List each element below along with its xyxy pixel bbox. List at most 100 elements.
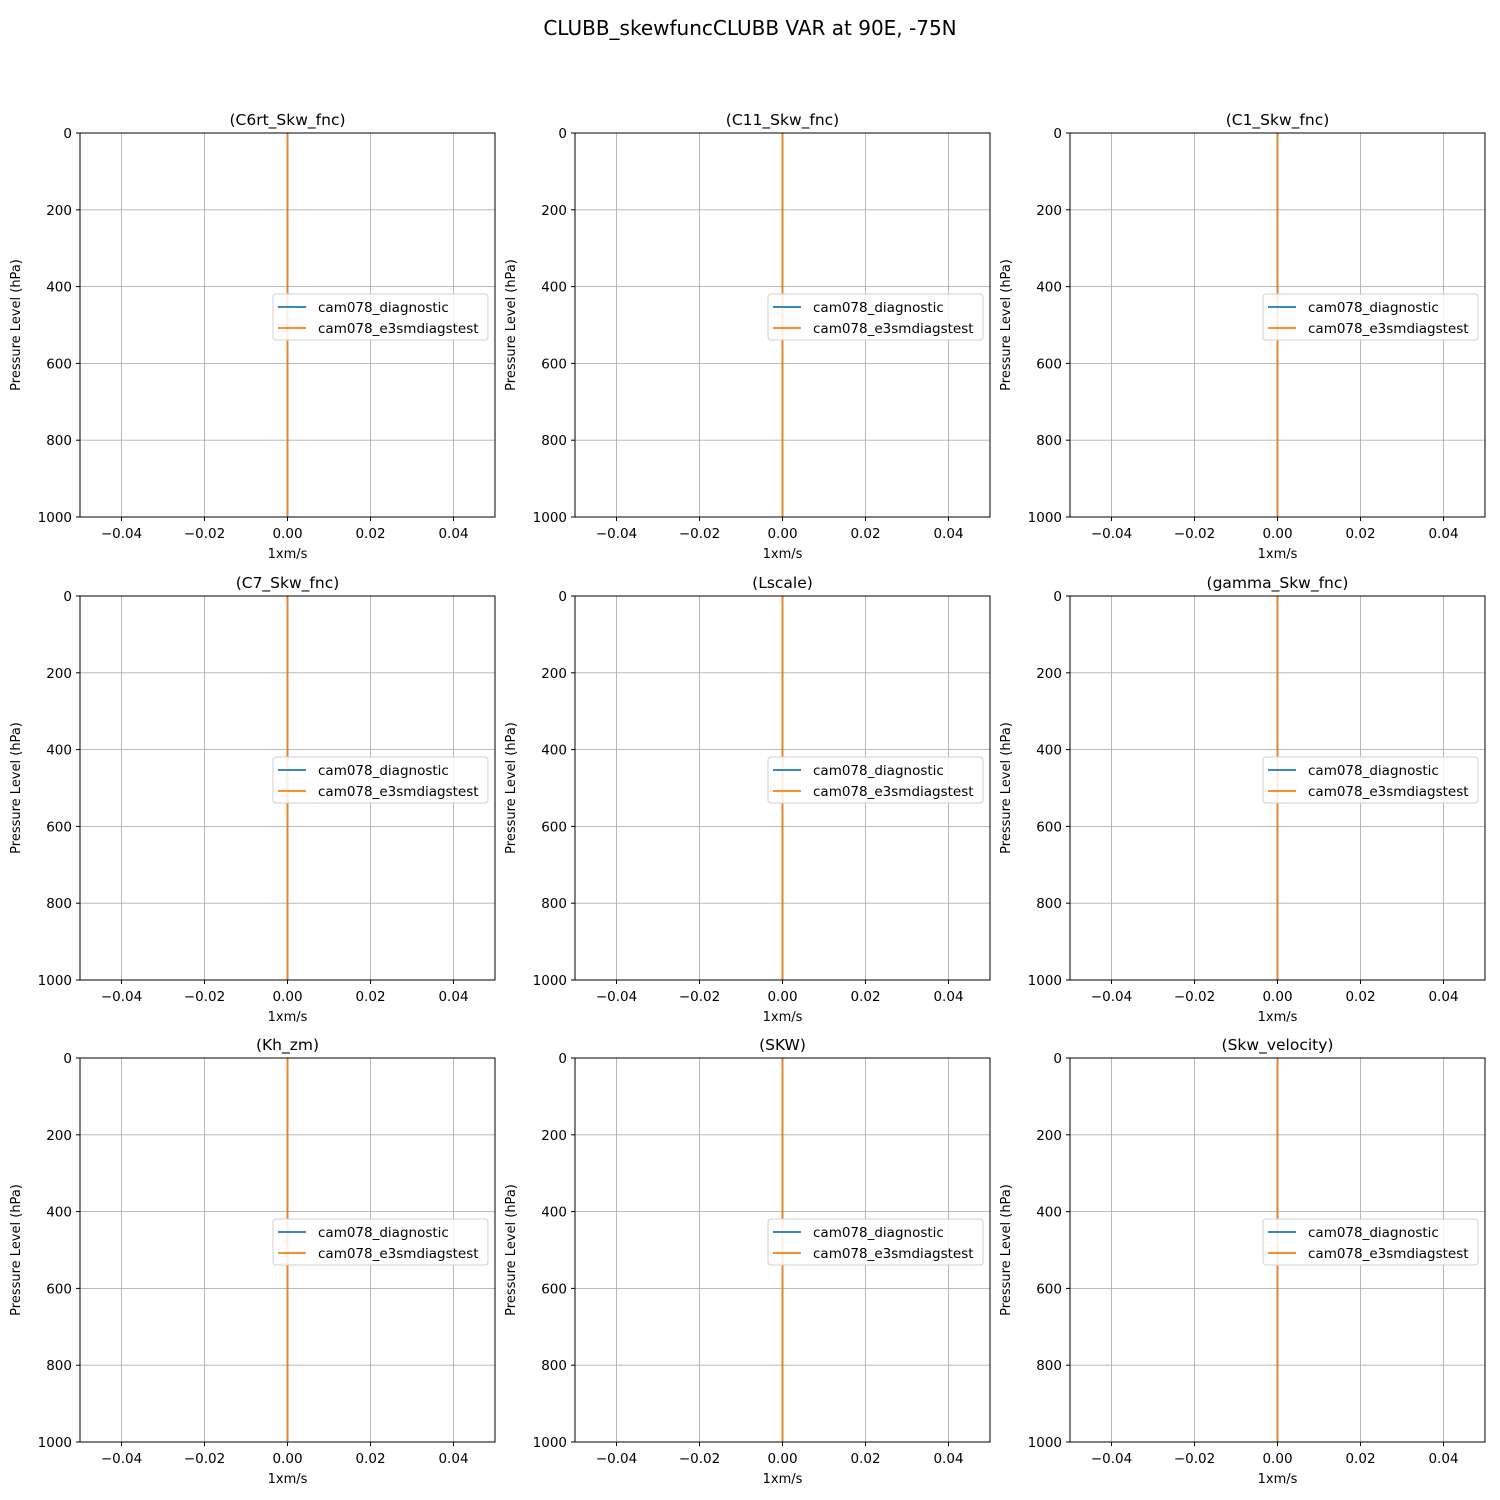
x-tick-label: −0.02 (1174, 1451, 1215, 1467)
legend-label: cam078_diagnostic (1308, 1225, 1439, 1241)
subplot-9: −0.04 −0.02 0.00 0.02 0.04 0 200 400 600 800 1000 (… (999, 1036, 1486, 1487)
legend-label: cam078_e3smdiagstest (1308, 1246, 1469, 1262)
x-tick-label: −0.02 (184, 989, 225, 1005)
y-tick-label: 1000 (533, 510, 567, 526)
legend-label: cam078_diagnostic (813, 300, 944, 316)
figure-title: CLUBB_skewfuncCLUBB VAR at 90E, -75N (543, 16, 957, 40)
x-tick-label: 0.00 (767, 989, 797, 1005)
y-tick-label: 0 (63, 126, 72, 142)
y-tick-label: 800 (541, 1358, 567, 1374)
legend-label: cam078_e3smdiagstest (318, 321, 479, 337)
y-tick-label: 800 (541, 433, 567, 449)
legend-box (1262, 756, 1479, 804)
x-tick-label: 0.02 (850, 989, 880, 1005)
legend: cam078_diagnostic cam078_e3smdiagstest (767, 1218, 984, 1266)
y-tick-label: 1000 (1028, 1435, 1062, 1451)
y-tick-label: 0 (63, 589, 72, 605)
x-tick-label: −0.02 (679, 989, 720, 1005)
y-tick-label: 400 (541, 1205, 567, 1221)
subplot-title: (SKW) (759, 1036, 806, 1054)
legend-box (767, 1218, 984, 1266)
legend: cam078_diagnostic cam078_e3smdiagstest (1262, 293, 1479, 341)
x-tick-label: 0.04 (438, 989, 468, 1005)
x-axis-label: 1xm/s (763, 1010, 803, 1025)
x-tick-label: 0.02 (1345, 526, 1375, 542)
y-axis-label: Pressure Level (hPa) (504, 1184, 519, 1316)
x-tick-label: −0.02 (1174, 989, 1215, 1005)
x-axis-label: 1xm/s (763, 1472, 803, 1487)
x-tick-label: 0.00 (1262, 1451, 1292, 1467)
legend-box (272, 756, 489, 804)
x-tick-label: −0.02 (184, 526, 225, 542)
x-tick-label: −0.02 (679, 526, 720, 542)
x-tick-label: 0.04 (933, 526, 963, 542)
y-axis-label: Pressure Level (hPa) (999, 722, 1014, 854)
subplot-4: −0.04 −0.02 0.00 0.02 0.04 0 200 400 600 800 1000 (… (9, 574, 496, 1025)
legend-box (767, 756, 984, 804)
y-tick-label: 800 (46, 1358, 72, 1374)
legend-box (1262, 293, 1479, 341)
y-tick-label: 800 (541, 896, 567, 912)
x-tick-label: −0.04 (1091, 989, 1132, 1005)
legend: cam078_diagnostic cam078_e3smdiagstest (767, 293, 984, 341)
subplot-title: (C11_Skw_fnc) (726, 111, 839, 130)
legend-label: cam078_e3smdiagstest (318, 1246, 479, 1262)
subplot-title: (Kh_zm) (256, 1036, 319, 1055)
x-axis-label: 1xm/s (763, 547, 803, 562)
x-tick-label: 0.04 (1428, 989, 1458, 1005)
subplot-1: −0.04 −0.02 0.00 0.02 0.04 0 200 400 600 800 1000 (… (9, 111, 496, 562)
y-tick-label: 1000 (38, 1435, 72, 1451)
x-tick-label: −0.02 (1174, 526, 1215, 542)
legend-label: cam078_diagnostic (1308, 763, 1439, 779)
y-tick-label: 400 (541, 743, 567, 759)
y-tick-label: 1000 (38, 973, 72, 989)
y-axis-label: Pressure Level (hPa) (9, 722, 24, 854)
x-tick-label: −0.02 (679, 1451, 720, 1467)
legend: cam078_diagnostic cam078_e3smdiagstest (1262, 1218, 1479, 1266)
y-tick-label: 600 (541, 356, 567, 372)
legend: cam078_diagnostic cam078_e3smdiagstest (767, 756, 984, 804)
subplot-6: −0.04 −0.02 0.00 0.02 0.04 0 200 400 600 800 1000 (… (999, 574, 1486, 1025)
subplot-3: −0.04 −0.02 0.00 0.02 0.04 0 200 400 600 800 1000 (… (999, 111, 1486, 562)
y-axis-label: Pressure Level (hPa) (9, 259, 24, 391)
x-tick-label: 0.04 (933, 1451, 963, 1467)
legend-label: cam078_e3smdiagstest (318, 784, 479, 800)
x-tick-label: 0.00 (272, 989, 302, 1005)
y-tick-label: 200 (1036, 1128, 1062, 1144)
y-tick-label: 0 (1053, 589, 1062, 605)
legend-box (272, 293, 489, 341)
legend-box (767, 293, 984, 341)
y-tick-label: 600 (1036, 1281, 1062, 1297)
x-tick-label: −0.04 (1091, 526, 1132, 542)
y-tick-label: 200 (541, 666, 567, 682)
y-tick-label: 1000 (1028, 510, 1062, 526)
y-tick-label: 600 (1036, 356, 1062, 372)
y-tick-label: 0 (558, 126, 567, 142)
legend-label: cam078_e3smdiagstest (813, 1246, 974, 1262)
legend-box (1262, 1218, 1479, 1266)
y-tick-label: 600 (46, 356, 72, 372)
x-tick-label: −0.04 (596, 989, 637, 1005)
subplot-2: −0.04 −0.02 0.00 0.02 0.04 0 200 400 600 800 1000 (… (504, 111, 991, 562)
subplot-7: −0.04 −0.02 0.00 0.02 0.04 0 200 400 600 800 1000 (… (9, 1036, 496, 1487)
x-axis-label: 1xm/s (268, 547, 308, 562)
y-tick-label: 200 (541, 1128, 567, 1144)
x-tick-label: −0.04 (1091, 1451, 1132, 1467)
subplot-title: (C1_Skw_fnc) (1226, 111, 1330, 130)
y-tick-label: 1000 (1028, 973, 1062, 989)
subplot-title: (C7_Skw_fnc) (236, 574, 340, 593)
subplot-8: −0.04 −0.02 0.00 0.02 0.04 0 200 400 600 800 1000 (… (504, 1036, 991, 1487)
legend-label: cam078_e3smdiagstest (1308, 321, 1469, 337)
y-tick-label: 200 (1036, 203, 1062, 219)
x-axis-label: 1xm/s (268, 1472, 308, 1487)
x-tick-label: −0.04 (101, 989, 142, 1005)
x-tick-label: 0.04 (1428, 1451, 1458, 1467)
y-tick-label: 0 (1053, 126, 1062, 142)
y-tick-label: 800 (46, 896, 72, 912)
y-tick-label: 0 (1053, 1051, 1062, 1067)
x-axis-label: 1xm/s (1258, 1472, 1298, 1487)
x-tick-label: 0.00 (767, 526, 797, 542)
subplot-5: −0.04 −0.02 0.00 0.02 0.04 0 200 400 600 800 1000 (… (504, 574, 991, 1025)
y-tick-label: 0 (558, 589, 567, 605)
y-axis-label: Pressure Level (hPa) (999, 259, 1014, 391)
